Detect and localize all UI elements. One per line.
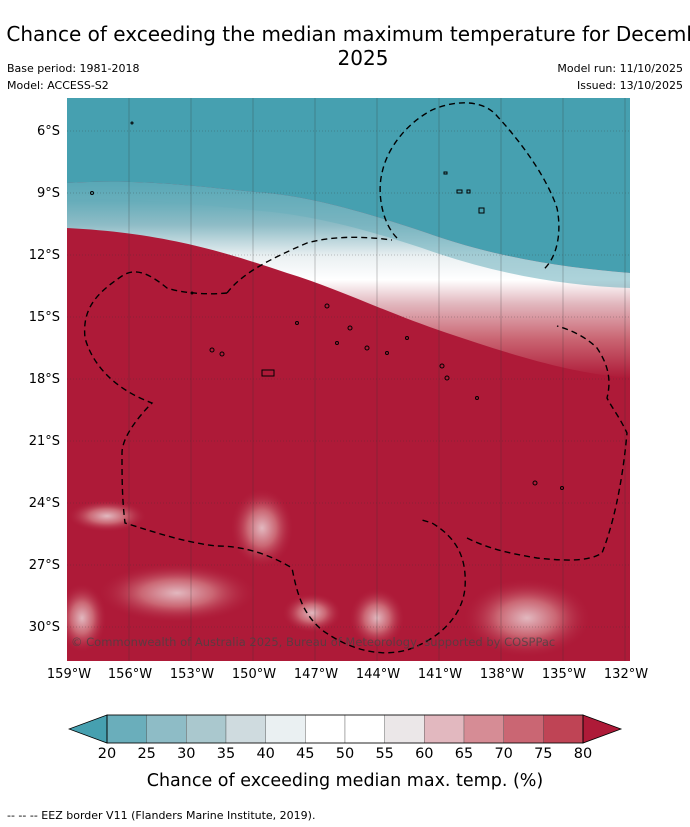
colorbar-frame [106,714,584,744]
copyright-notice: © Commonwealth of Australia 2025, Bureau… [71,635,556,649]
lon-label: 132°W [603,667,649,682]
warm-blob [462,578,592,658]
colorbar-cell [265,714,306,744]
colorbar-cell [305,714,346,744]
lon-label: 144°W [355,667,401,682]
lat-label: 15°S [28,310,60,325]
lat-label: 18°S [28,372,60,387]
colorbar-tick: 70 [494,746,513,762]
colorbar-cell [384,714,425,744]
lon-label: 147°W [293,667,339,682]
lat-label: 30°S [28,620,60,635]
colorbar-tick: 20 [97,746,117,762]
meta-right: Model run: 11/10/2025 Issued: 13/10/2025 [557,60,683,94]
lon-label: 141°W [417,667,463,682]
forecast-map[interactable] [67,98,630,661]
colorbar-tick: 75 [534,746,553,762]
cool-region [67,98,630,273]
lat-label: 24°S [28,496,60,511]
warm-blob [282,593,342,633]
map-canvas [67,98,630,661]
colorbar-tick: 80 [573,746,593,762]
lon-label: 135°W [541,667,587,682]
eez-border [83,102,628,654]
colorbar-cell [503,714,544,744]
graticule [67,98,630,661]
colorbar-cell [186,714,227,744]
warm-blob [67,583,107,653]
colorbar-cell [424,714,465,744]
colorbar-cell [225,714,266,744]
lat-label: 12°S [28,248,60,263]
colorbar [68,714,623,744]
colorbar-cell [106,714,147,744]
lat-label: 27°S [28,558,60,573]
lat-label: 21°S [28,434,60,449]
colorbar-cells [106,714,584,744]
map-title: Chance of exceeding the median maximum t… [6,22,690,70]
lon-label: 150°W [231,667,277,682]
colorbar-cell [463,714,504,744]
meta-left: Base period: 1981-2018 Model: ACCESS-S2 [7,60,139,94]
colorbar-min-arrow [68,714,108,744]
lon-label: 153°W [169,667,215,682]
colorbar-tick: 25 [137,746,156,762]
lon-label: 159°W [46,667,92,682]
warm-blob [230,488,294,568]
warm-blob [67,500,147,532]
base-period: Base period: 1981-2018 [7,62,140,75]
warm-blob [97,563,257,623]
colorbar-tick: 30 [177,746,196,762]
lon-label: 156°W [107,667,153,682]
lat-label: 6°S [36,124,60,139]
colorbar-tick: 65 [454,746,474,762]
islands [90,121,564,490]
model-run: Model run: 11/10/2025 [557,62,683,75]
lat-label: 9°S [36,186,60,201]
lon-label: 138°W [479,667,525,682]
eez-legend: -- -- -- EEZ border V11 (Flanders Marine… [7,809,316,822]
colorbar-tick: 35 [216,746,236,762]
model-name: Model: ACCESS-S2 [7,79,109,92]
transition-band [67,181,630,378]
colorbar-tick: 50 [335,746,355,762]
colorbar-tick: 55 [375,746,394,762]
colorbar-cell [146,714,187,744]
colorbar-tick: 45 [296,746,315,762]
colorbar-tick: 40 [256,746,275,762]
issued-date: Issued: 13/10/2025 [576,79,683,92]
colorbar-title: Chance of exceeding median max. temp. (%… [146,771,544,791]
colorbar-max-arrow [582,714,623,744]
colorbar-cell [344,714,385,744]
colorbar-cell [543,714,584,744]
colorbar-tick: 60 [415,746,434,762]
